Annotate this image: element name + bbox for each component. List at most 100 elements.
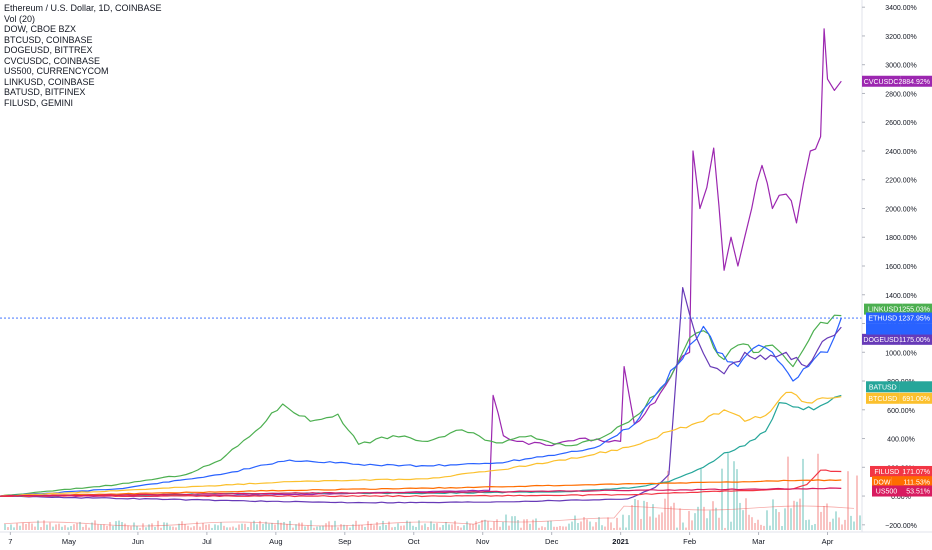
volume-bar (523, 519, 525, 530)
volume-bar (103, 524, 105, 530)
volume-bar (574, 515, 576, 530)
volume-bar (787, 456, 789, 530)
price-label-cvcusdc: CVCUSDC 2884.92% (862, 75, 932, 87)
volume-bar (844, 519, 846, 530)
volume-bar (577, 522, 579, 530)
volume-bar (640, 518, 642, 530)
volume-bar (409, 521, 411, 530)
y-tick-label: 1400.00% (885, 293, 917, 300)
y-tick-label: 2400.00% (885, 149, 917, 156)
volume-bar (622, 514, 624, 530)
volume-bar (202, 523, 204, 530)
time-axis[interactable]: 7 May Jun Jul Aug Sep Oct Nov Dec 2021 Feb Mar Apr (8, 532, 834, 546)
volume-bar (751, 517, 753, 530)
volume-bar (97, 524, 99, 530)
price-label-value: 2884.92% (898, 79, 930, 86)
volume-bar (493, 521, 495, 530)
legend-item[interactable]: FILUSD, GEMINI (4, 97, 74, 108)
y-tick-label: 1000.00% (885, 350, 917, 357)
volume-bar (466, 521, 468, 530)
volume-bar (661, 512, 663, 530)
volume-bar (778, 512, 780, 530)
volume-bar (265, 521, 267, 530)
volume-ma-line (3, 505, 855, 527)
volume-bar (541, 526, 543, 530)
volume-bar (4, 524, 6, 530)
legend-item[interactable]: BATUSD, BITFINEX (4, 87, 86, 97)
volume-bar (31, 523, 33, 530)
price-axis[interactable]: −200.00%0.00%200.00%400.00%600.00%800.00… (862, 5, 917, 530)
volume-bar (316, 526, 318, 530)
volume-bar (655, 517, 657, 530)
volume-bar (691, 520, 693, 530)
volume-bar (721, 468, 723, 530)
volume-bar (649, 516, 651, 530)
price-label-value-bg (899, 381, 932, 393)
volume-bar (19, 525, 21, 530)
legend-item[interactable]: US500, CURRENCYCOM (4, 66, 109, 76)
volume-bar (175, 527, 177, 530)
volume-bar (67, 527, 69, 530)
price-label-name: US500 (876, 489, 898, 496)
volume-bar (58, 523, 60, 530)
volume-bar (91, 522, 93, 530)
countdown-bg (866, 323, 932, 335)
legend-item[interactable]: LINKUSD, COINBASE (4, 76, 95, 87)
volume-bar (277, 520, 279, 530)
price-label-name: DOGEUSD (863, 337, 898, 344)
volume-bar (724, 527, 726, 530)
volume-bar (754, 523, 756, 530)
volume-bar (631, 505, 633, 530)
volume-bar (673, 502, 675, 530)
volume-bar (427, 527, 429, 530)
volume-bar (685, 527, 687, 530)
volume-bar (406, 520, 408, 530)
volume-bar (301, 522, 303, 530)
price-label-name-bg (866, 392, 900, 404)
volume-bar (40, 527, 42, 530)
volume-bar (208, 524, 210, 530)
series-line-btcusd (0, 391, 842, 497)
volume-bar (550, 520, 552, 530)
volume-bar (247, 527, 249, 530)
price-label-ethusd: ETHUSD 1237.95% (866, 312, 932, 324)
volume-bar (172, 526, 174, 530)
volume-bar (385, 524, 387, 530)
volume-bar (229, 527, 231, 530)
volume-bar (340, 524, 342, 530)
volume-bar (373, 525, 375, 530)
volume-bar (568, 523, 570, 530)
volume-bar (670, 506, 672, 530)
legend-item[interactable]: Vol (20) (4, 13, 36, 24)
volume-bar (7, 527, 9, 530)
x-tick-label: Jul (202, 537, 212, 546)
volume-bar (334, 520, 336, 530)
price-label-name: BTCUSD (868, 396, 897, 403)
volume-bar (166, 522, 168, 530)
volume-bar (766, 510, 768, 530)
legend-item[interactable]: DOGEUSD, BITTREX (4, 45, 93, 55)
volume-bar (553, 526, 555, 530)
y-tick-label: 2600.00% (885, 120, 917, 127)
volume-bar (349, 527, 351, 530)
volume-bar (292, 527, 294, 530)
volume-bar (571, 521, 573, 530)
price-label-value: 111.53% (903, 479, 930, 486)
legend-item[interactable]: BTCUSD, COINBASE (4, 34, 93, 45)
legend-item[interactable]: DOW, CBOE BZX (4, 24, 77, 34)
legend-item[interactable]: CVCUSDC, COINBASE (4, 55, 101, 66)
price-label-name-bg (870, 465, 904, 477)
volume-bar (712, 501, 714, 530)
chart-title[interactable]: Ethereum / U.S. Dollar, 1D, COINBASE (4, 3, 162, 13)
volume-bar (391, 527, 393, 530)
volume-bar (358, 524, 360, 530)
volume-bar (343, 524, 345, 530)
volume-bar (388, 521, 390, 530)
volume-bar (310, 520, 312, 530)
volume-bar (352, 524, 354, 530)
volume-bar (601, 525, 603, 530)
volume-bar (193, 526, 195, 530)
volume-bar (556, 526, 558, 530)
volume-bar (520, 527, 522, 530)
